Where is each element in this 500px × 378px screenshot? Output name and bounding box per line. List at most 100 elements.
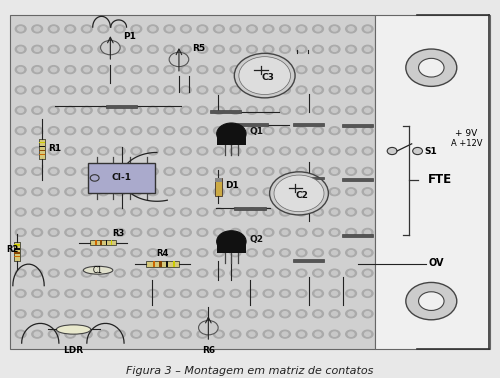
Circle shape [266,67,272,72]
Circle shape [32,208,42,216]
Circle shape [183,149,189,153]
Circle shape [100,251,106,255]
Circle shape [298,169,304,174]
Circle shape [266,291,272,296]
Circle shape [364,88,370,92]
Circle shape [266,47,272,51]
Circle shape [180,269,192,277]
Circle shape [266,189,272,194]
Circle shape [117,27,122,31]
Bar [90,240,116,245]
Circle shape [214,330,224,338]
Circle shape [98,127,108,135]
Circle shape [329,86,340,94]
Circle shape [249,27,255,31]
Circle shape [114,45,125,53]
Circle shape [216,291,222,296]
Circle shape [280,45,290,53]
Circle shape [296,106,307,114]
Circle shape [180,167,192,175]
Circle shape [232,210,238,214]
Circle shape [246,167,258,175]
Circle shape [315,67,321,72]
Circle shape [239,57,290,94]
Circle shape [16,86,26,94]
Circle shape [114,25,125,33]
Circle shape [34,332,40,336]
Circle shape [51,149,57,153]
Circle shape [280,249,290,257]
Circle shape [197,290,208,297]
Circle shape [346,188,356,196]
Circle shape [65,25,76,33]
Circle shape [232,67,238,72]
Circle shape [82,290,92,297]
Circle shape [134,291,140,296]
Circle shape [34,291,40,296]
Circle shape [114,147,125,155]
Circle shape [312,269,324,277]
Circle shape [263,167,274,175]
Circle shape [346,25,356,33]
Circle shape [266,251,272,255]
Circle shape [131,290,141,297]
Circle shape [117,129,122,133]
Circle shape [296,228,307,236]
Circle shape [183,108,189,113]
Circle shape [117,88,122,92]
Bar [38,146,45,147]
Circle shape [166,311,172,316]
Circle shape [216,210,222,214]
Circle shape [282,108,288,113]
Circle shape [98,45,108,53]
Circle shape [48,330,59,338]
Circle shape [166,169,172,174]
Circle shape [32,167,42,175]
Circle shape [68,230,73,235]
Circle shape [362,66,373,74]
Circle shape [32,249,42,257]
Circle shape [246,330,258,338]
Circle shape [84,271,89,275]
Circle shape [51,291,57,296]
Circle shape [329,249,340,257]
Circle shape [232,271,238,275]
Circle shape [346,228,356,236]
Circle shape [200,108,205,113]
Circle shape [346,127,356,135]
Circle shape [296,147,307,155]
Circle shape [246,290,258,297]
Circle shape [166,189,172,194]
Circle shape [51,47,57,51]
Circle shape [65,167,76,175]
Circle shape [200,291,205,296]
Circle shape [16,66,26,74]
Circle shape [249,230,255,235]
Circle shape [329,45,340,53]
Circle shape [166,88,172,92]
Circle shape [246,106,258,114]
Circle shape [34,169,40,174]
Circle shape [51,108,57,113]
Circle shape [164,310,175,318]
Circle shape [134,189,140,194]
Circle shape [169,52,189,67]
Circle shape [131,228,141,236]
Circle shape [180,330,192,338]
Circle shape [246,147,258,155]
Circle shape [148,269,158,277]
Circle shape [332,88,338,92]
Circle shape [332,67,338,72]
Circle shape [280,66,290,74]
Circle shape [246,269,258,277]
Circle shape [298,210,304,214]
Circle shape [84,27,89,31]
Circle shape [230,310,241,318]
Circle shape [148,147,158,155]
Circle shape [51,129,57,133]
Circle shape [98,106,108,114]
Circle shape [166,271,172,275]
Circle shape [263,310,274,318]
Text: R4: R4 [156,249,169,258]
Circle shape [346,269,356,277]
